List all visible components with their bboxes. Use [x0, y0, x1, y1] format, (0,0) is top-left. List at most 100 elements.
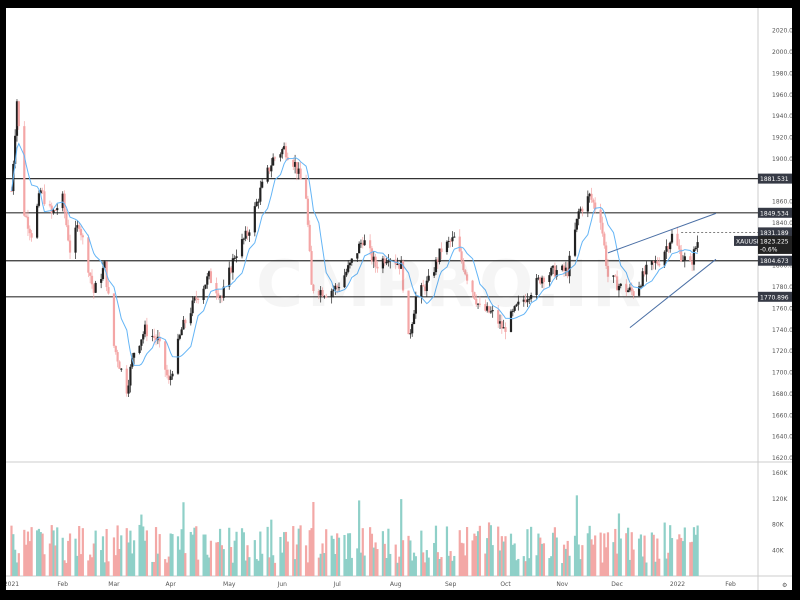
candle-body[interactable] — [588, 193, 591, 197]
candle-body[interactable] — [229, 267, 233, 273]
candle-body[interactable] — [522, 299, 525, 302]
candle-body[interactable] — [376, 266, 379, 269]
candle-body[interactable] — [577, 211, 580, 219]
candle-body[interactable] — [164, 341, 167, 370]
candle-body[interactable] — [412, 313, 416, 325]
candle-body[interactable] — [641, 271, 644, 287]
candle-body[interactable] — [312, 284, 315, 292]
candle-body[interactable] — [330, 290, 333, 298]
candle-body[interactable] — [670, 233, 674, 243]
candle-body[interactable] — [356, 253, 359, 259]
candle-body[interactable] — [411, 324, 414, 334]
candle-body[interactable] — [273, 157, 277, 159]
candle-body[interactable] — [540, 277, 544, 284]
candle-body[interactable] — [195, 297, 198, 299]
candle-body[interactable] — [694, 247, 697, 250]
candle-body[interactable] — [433, 272, 436, 276]
candle-body[interactable] — [131, 357, 134, 367]
candle-body[interactable] — [387, 261, 390, 263]
candle-body[interactable] — [253, 206, 256, 233]
candle-body[interactable] — [176, 338, 180, 374]
candle-body[interactable] — [217, 293, 220, 298]
candle-body[interactable] — [218, 296, 222, 298]
candle-body[interactable] — [270, 165, 273, 172]
candle-body[interactable] — [535, 278, 538, 295]
candle-body[interactable] — [476, 303, 480, 305]
candle-body[interactable] — [272, 157, 275, 166]
candle-body[interactable] — [471, 280, 474, 293]
candle-body[interactable] — [528, 298, 531, 300]
candle-body[interactable] — [650, 261, 653, 265]
candle-body[interactable] — [542, 277, 546, 282]
candle-body[interactable] — [206, 276, 209, 285]
candle-body[interactable] — [369, 240, 372, 249]
candle-body[interactable] — [343, 275, 346, 288]
candle-body[interactable] — [436, 259, 439, 263]
candle-body[interactable] — [151, 335, 154, 337]
candle-body[interactable] — [191, 300, 194, 314]
candle-body[interactable] — [579, 208, 582, 212]
candle-body[interactable] — [68, 240, 72, 253]
candle-body[interactable] — [643, 271, 646, 275]
candle-body[interactable] — [605, 245, 608, 266]
trendline[interactable] — [629, 258, 717, 329]
candle-body[interactable] — [414, 296, 417, 314]
candle-body[interactable] — [306, 198, 309, 225]
candle-body[interactable] — [15, 101, 19, 136]
candle-body[interactable] — [78, 225, 81, 230]
candle-body[interactable] — [619, 283, 622, 286]
candle-body[interactable] — [118, 361, 121, 369]
candle-body[interactable] — [222, 286, 225, 298]
candle-body[interactable] — [422, 285, 425, 287]
candle-body[interactable] — [65, 212, 68, 226]
candle-body[interactable] — [138, 345, 141, 353]
candle-body[interactable] — [504, 327, 507, 332]
candle-body[interactable] — [400, 260, 403, 269]
candle-body[interactable] — [509, 311, 513, 332]
candle-body[interactable] — [603, 233, 606, 246]
candle-body[interactable] — [317, 291, 320, 296]
candle-body[interactable] — [89, 272, 92, 276]
candle-body[interactable] — [372, 256, 375, 262]
candle-body[interactable] — [171, 373, 174, 377]
candle-body[interactable] — [220, 296, 224, 298]
candle-body[interactable] — [337, 287, 341, 289]
candle-body[interactable] — [498, 321, 502, 324]
candle-body[interactable] — [511, 310, 514, 312]
candle-body[interactable] — [63, 193, 66, 213]
candle-body[interactable] — [36, 205, 39, 238]
candle-body[interactable] — [197, 298, 200, 301]
candle-body[interactable] — [167, 375, 170, 381]
candle-body[interactable] — [39, 190, 42, 194]
candle-body[interactable] — [56, 208, 59, 211]
candle-body[interactable] — [189, 313, 192, 324]
candle-body[interactable] — [374, 256, 377, 267]
candle-body[interactable] — [261, 181, 264, 188]
candle-body[interactable] — [37, 193, 41, 206]
candle-body[interactable] — [143, 324, 147, 335]
candle-body[interactable] — [193, 297, 196, 301]
candle-body[interactable] — [475, 298, 478, 305]
candle-body[interactable] — [524, 299, 527, 303]
candle-body[interactable] — [257, 201, 260, 203]
candle-body[interactable] — [209, 271, 213, 283]
candle-body[interactable] — [449, 240, 452, 242]
candle-body[interactable] — [169, 376, 172, 381]
candle-body[interactable] — [590, 193, 593, 200]
candle-body[interactable] — [451, 237, 454, 242]
candle-body[interactable] — [561, 265, 564, 271]
candle-body[interactable] — [370, 248, 374, 262]
candle-body[interactable] — [612, 275, 615, 277]
candle-body[interactable] — [101, 268, 105, 280]
trendline[interactable] — [607, 212, 717, 254]
candle-body[interactable] — [548, 275, 551, 282]
candle-body[interactable] — [464, 270, 467, 275]
candle-body[interactable] — [255, 201, 258, 207]
candle-body[interactable] — [76, 225, 79, 228]
candle-body[interactable] — [231, 258, 234, 273]
candle-body[interactable] — [207, 271, 211, 277]
candle-body[interactable] — [127, 385, 130, 394]
candle-body[interactable] — [425, 280, 428, 292]
candle-body[interactable] — [61, 193, 64, 209]
candle-body[interactable] — [248, 232, 251, 236]
